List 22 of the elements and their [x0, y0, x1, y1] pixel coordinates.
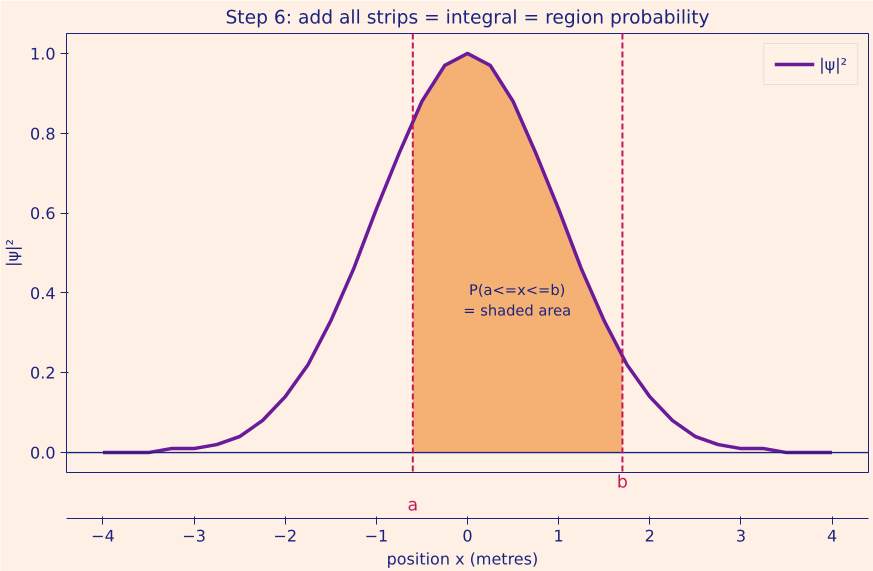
y-tick-label: 0.0 [30, 444, 56, 463]
y-tick-label: 0.8 [30, 124, 56, 144]
ref-line-label: a [408, 496, 418, 516]
x-tick-label: −4 [91, 526, 115, 546]
x-tick-label: 4 [826, 526, 838, 546]
y-tick-label: 1.0 [30, 44, 56, 64]
x-tick-label: 0 [462, 526, 473, 546]
ref-line-label: b [616, 472, 628, 492]
legend-label: |ψ|² [819, 54, 847, 74]
annotation: P(a<=x<=b) = shaded area [463, 282, 572, 320]
x-tick-label: 2 [644, 526, 655, 546]
y-tick-label: 0.4 [30, 284, 56, 303]
y-axis-title: |ψ|² [3, 239, 22, 267]
x-tick-label: −1 [364, 526, 388, 546]
x-axis-title: position x (metres) [386, 550, 538, 568]
y-tick-label: 0.6 [30, 204, 56, 224]
x-tick-label: 3 [736, 526, 746, 546]
y-tick-label: 0.2 [30, 364, 56, 383]
x-tick-label: −3 [182, 526, 206, 546]
chart-title: Step 6: add all strips = integral = region probability [225, 8, 710, 28]
x-tick-label: −2 [273, 526, 298, 546]
x-tick-label: 1 [554, 526, 564, 546]
